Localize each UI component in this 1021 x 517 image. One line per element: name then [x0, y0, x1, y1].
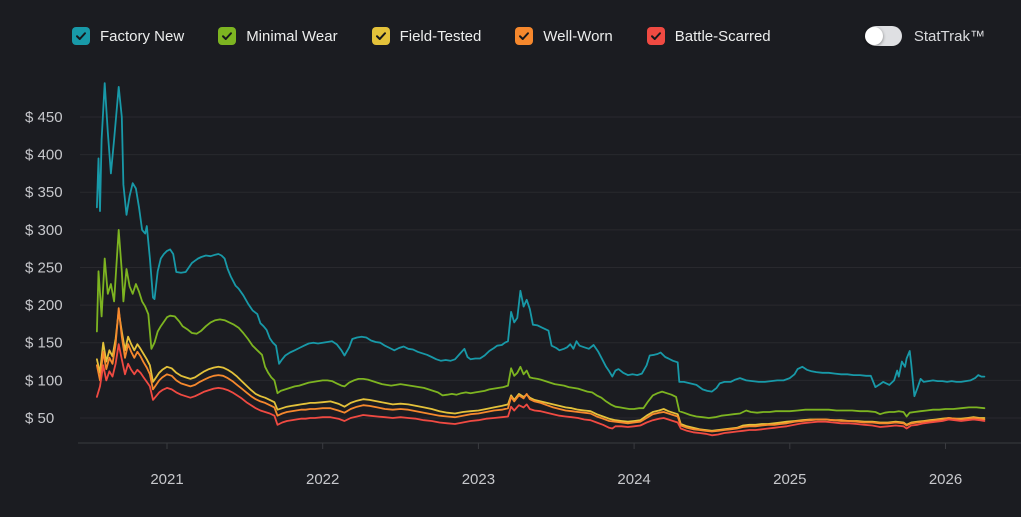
y-tick-label: $ 200: [25, 297, 63, 314]
x-tick-label: 2022: [306, 471, 339, 488]
stattrak-group: StatTrak™: [864, 23, 985, 49]
legend-item-factory-new[interactable]: Factory New: [72, 27, 184, 45]
checkbox-checked-icon[interactable]: [515, 27, 534, 45]
legend-item-well-worn[interactable]: Well-Worn: [515, 27, 613, 45]
y-tick-label: $ 50: [25, 410, 54, 427]
y-tick-label: $ 400: [25, 147, 63, 164]
y-axis-labels: $ 450 $ 400 $ 350 $ 300 $ 250 $ 200 $ 150 $ 100…: [25, 109, 63, 427]
x-tick-label: 2025: [773, 471, 806, 488]
legend-item-minimal-wear[interactable]: Minimal Wear: [218, 27, 338, 45]
y-tick-label: $ 100: [25, 372, 63, 389]
x-tick-label: 2021: [150, 471, 183, 488]
legend-item-field-tested[interactable]: Field-Tested: [371, 27, 482, 45]
x-tick-label: 2024: [617, 471, 650, 488]
legend-label: Field-Tested: [399, 27, 482, 45]
checkbox-checked-icon[interactable]: [371, 27, 390, 45]
series-line-battle-scarred: [96, 343, 986, 437]
legend-item-battle-scarred[interactable]: Battle-Scarred: [646, 27, 771, 45]
x-tick-label: 2023: [462, 471, 495, 488]
stattrak-label: StatTrak™: [913, 27, 985, 45]
legend-label: Factory New: [100, 27, 185, 45]
x-axis: 2021 2022 2023 2024 2025 2026: [78, 442, 1021, 488]
wear-legend: Factory New Minimal Wear Field-Tested Well-…: [72, 24, 1021, 48]
checkbox-checked-icon[interactable]: [72, 27, 90, 45]
series-line-factory-new: [96, 82, 986, 398]
legend-label: Minimal Wear: [246, 27, 338, 45]
y-tick-label: $ 250: [25, 259, 63, 276]
y-tick-label: $ 450: [25, 109, 63, 126]
checkbox-checked-icon[interactable]: [646, 27, 665, 45]
grid-lines: [80, 116, 1021, 419]
x-tick-label: 2026: [929, 471, 962, 488]
series-line-minimal-wear: [96, 228, 986, 419]
legend-label: Battle-Scarred: [674, 27, 771, 45]
stattrak-toggle[interactable]: [864, 26, 902, 46]
y-tick-label: $ 150: [25, 335, 63, 352]
toggle-knob: [864, 27, 883, 45]
series-line-field-tested: [96, 310, 986, 432]
y-tick-label: $ 350: [25, 184, 63, 201]
series-line-well-worn: [96, 307, 986, 433]
legend-label: Well-Worn: [543, 27, 613, 45]
y-tick-label: $ 300: [25, 222, 63, 239]
checkbox-checked-icon[interactable]: [218, 27, 237, 45]
